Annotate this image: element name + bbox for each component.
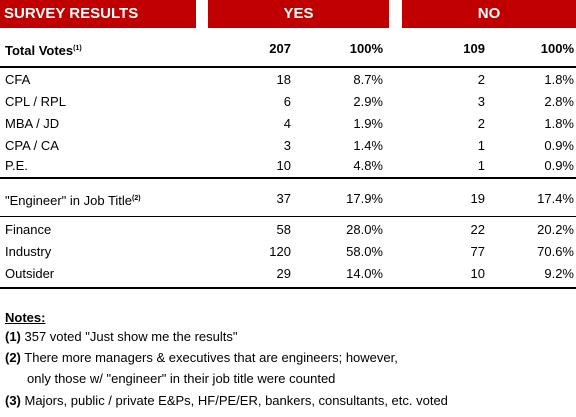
yes-count: 18 <box>276 72 291 87</box>
no-percent: 1.8% <box>544 116 574 131</box>
note-1: (1) 357 voted "Just show me the results" <box>5 329 238 344</box>
yes-column-header: YES <box>208 0 389 28</box>
yes-count: 4 <box>283 116 291 131</box>
footnote-ref-1: (1) <box>73 45 82 52</box>
yes-count: 29 <box>276 266 291 281</box>
yes-count: 3 <box>283 138 291 153</box>
survey-results-header: SURVEY RESULTS <box>0 0 196 28</box>
row-label: CFA <box>5 72 31 87</box>
divider <box>0 216 576 217</box>
no-percent: 0.9% <box>544 158 574 173</box>
yes-percent: 1.9% <box>353 116 383 131</box>
yes-count: 37 <box>276 191 291 206</box>
yes-count: 6 <box>283 94 291 109</box>
divider <box>0 66 576 68</box>
row-label: "Engineer" in Job Title(2) <box>5 193 141 208</box>
yes-count: 207 <box>269 41 291 56</box>
yes-count: 10 <box>276 158 291 173</box>
no-percent: 2.8% <box>544 94 574 109</box>
no-count: 22 <box>470 222 485 237</box>
divider <box>0 177 576 179</box>
table-row: Outsider 29 14.0% 10 9.2% <box>0 265 576 283</box>
yes-count: 58 <box>276 222 291 237</box>
yes-percent: 100% <box>349 41 383 56</box>
yes-percent: 2.9% <box>353 94 383 109</box>
row-label: Industry <box>5 244 52 259</box>
table-row: CPA / CA 3 1.4% 1 0.9% <box>0 137 576 155</box>
row-label: P.E. <box>5 158 28 173</box>
no-percent: 1.8% <box>544 72 574 87</box>
table-row: Industry 120 58.0% 77 70.6% <box>0 243 576 261</box>
yes-count: 120 <box>269 244 291 259</box>
engineer-row: "Engineer" in Job Title(2) 37 17.9% 19 1… <box>0 190 576 208</box>
no-count: 10 <box>470 266 485 281</box>
no-count: 109 <box>463 41 485 56</box>
table-row: CFA 18 8.7% 2 1.8% <box>0 71 576 89</box>
no-count: 77 <box>470 244 485 259</box>
table-row: P.E. 10 4.8% 1 0.9% <box>0 157 576 175</box>
total-votes-row: Total Votes(1) 207 100% 109 100% <box>0 40 576 58</box>
yes-percent: 8.7% <box>353 72 383 87</box>
table-row: MBA / JD 4 1.9% 2 1.8% <box>0 115 576 133</box>
row-label: CPL / RPL <box>5 94 66 109</box>
row-label: Finance <box>5 222 52 237</box>
table-row: Finance 58 28.0% 22 20.2% <box>0 221 576 239</box>
no-count: 3 <box>477 94 485 109</box>
no-count: 1 <box>477 158 485 173</box>
no-column-header: NO <box>402 0 576 28</box>
yes-percent: 17.9% <box>346 191 383 206</box>
no-percent: 9.2% <box>544 266 574 281</box>
no-percent: 70.6% <box>537 244 574 259</box>
note-2-continued: only those w/ "engineer" in their job ti… <box>27 371 336 386</box>
no-percent: 20.2% <box>537 222 574 237</box>
row-label: CPA / CA <box>5 138 59 153</box>
note-2: (2) There more managers & executives tha… <box>5 350 398 365</box>
total-votes-label: Total Votes(1) <box>5 43 82 58</box>
row-label: MBA / JD <box>5 116 60 131</box>
yes-percent: 28.0% <box>346 222 383 237</box>
yes-percent: 58.0% <box>346 244 383 259</box>
divider <box>0 287 576 289</box>
no-count: 2 <box>477 116 485 131</box>
footnote-ref-2: (2) <box>132 195 141 202</box>
notes-heading: Notes: <box>5 310 46 325</box>
table-row: CPL / RPL 6 2.9% 3 2.8% <box>0 93 576 111</box>
no-count: 1 <box>477 138 485 153</box>
note-3: (3) Majors, public / private E&Ps, HF/PE… <box>5 393 448 408</box>
no-count: 2 <box>477 72 485 87</box>
no-percent: 0.9% <box>544 138 574 153</box>
yes-percent: 4.8% <box>353 158 383 173</box>
yes-percent: 1.4% <box>353 138 383 153</box>
row-label: Outsider <box>5 266 55 281</box>
yes-percent: 14.0% <box>346 266 383 281</box>
no-percent: 17.4% <box>537 191 574 206</box>
no-count: 19 <box>470 191 485 206</box>
no-percent: 100% <box>540 41 574 56</box>
